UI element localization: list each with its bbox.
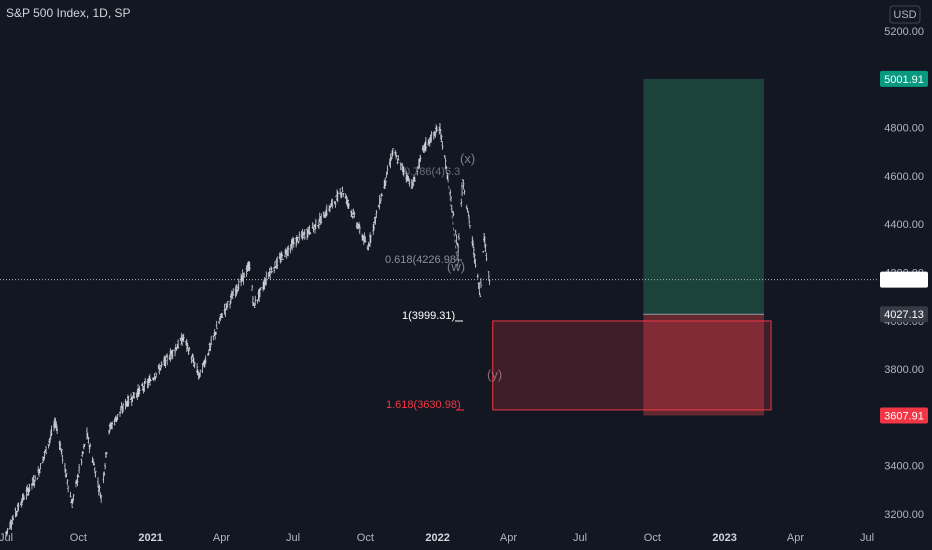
fib-extension-box (492, 320, 772, 411)
wave-connector (447, 179, 459, 269)
stop-price-badge: 3607.91 (884, 410, 924, 422)
target-price-badge: 5001.91 (884, 74, 924, 86)
entry-price-badge: 4027.13 (884, 309, 924, 321)
x-tick-label: Jul (286, 532, 300, 544)
stop-price-badge-bg (880, 407, 928, 424)
x-tick-label: Apr (213, 532, 230, 544)
stop-zone (643, 314, 764, 416)
x-tick-label: Apr (500, 532, 517, 544)
x-tick-label: Oct (70, 532, 87, 544)
target-price-badge-bg (880, 70, 928, 87)
entry-price-badge-bg (880, 306, 928, 323)
wave-label-x: (x) (460, 151, 475, 166)
chart-title: S&P 500 Index, 1D, SP (6, 6, 131, 20)
target-zone (643, 78, 764, 315)
fib-label-1618: 1.618(3630.98) (386, 399, 461, 411)
currency-button (889, 5, 921, 24)
x-tick-label: 2023 (712, 532, 736, 544)
price-badges: 5001.91 4170.69 4027.13 3607.91 (880, 70, 928, 424)
fib-label-0618: 0.618(4226.98) (385, 254, 460, 266)
x-tick-label: Oct (644, 532, 661, 544)
y-tick-label: 4800.00 (884, 123, 924, 135)
y-tick-label: 4600.00 (884, 171, 924, 183)
currency-label: USD (893, 9, 916, 21)
y-tick-label: 3200.00 (884, 509, 924, 521)
drawing-layer (0, 78, 878, 416)
x-tick-label: 2021 (138, 532, 162, 544)
x-tick-label: Oct (357, 532, 374, 544)
annotation-layer: (x) (w) (y) 0.786(4)6.3 0.618(4226.98) 1(3999… (385, 151, 502, 411)
x-tick-label: Apr (787, 532, 804, 544)
fib-label-0786: 0.786(4)6.3 (404, 166, 460, 178)
wave-label-w: (w) (447, 259, 465, 274)
y-tick-label: 3400.00 (884, 461, 924, 473)
x-tick-label: 2022 (425, 532, 449, 544)
y-tick-label: 5200.00 (884, 26, 924, 38)
current-price-badge: 4170.69 (884, 275, 924, 287)
y-tick-label: 3800.00 (884, 364, 924, 376)
wave-label-y: (y) (487, 367, 502, 382)
x-tick-label: Jul (573, 532, 587, 544)
y-tick-label: 4400.00 (884, 219, 924, 231)
current-price-badge-bg (880, 271, 928, 288)
x-tick-label: Jul (0, 532, 13, 544)
fib-label-1: 1(3999.31) (402, 310, 455, 322)
time-axis[interactable]: Jul Oct 2021 Apr Jul Oct 2022 Apr Jul Oct 2023 Apr J… (0, 532, 874, 544)
candle-series (5, 123, 491, 537)
x-tick-label: Jul (860, 532, 874, 544)
